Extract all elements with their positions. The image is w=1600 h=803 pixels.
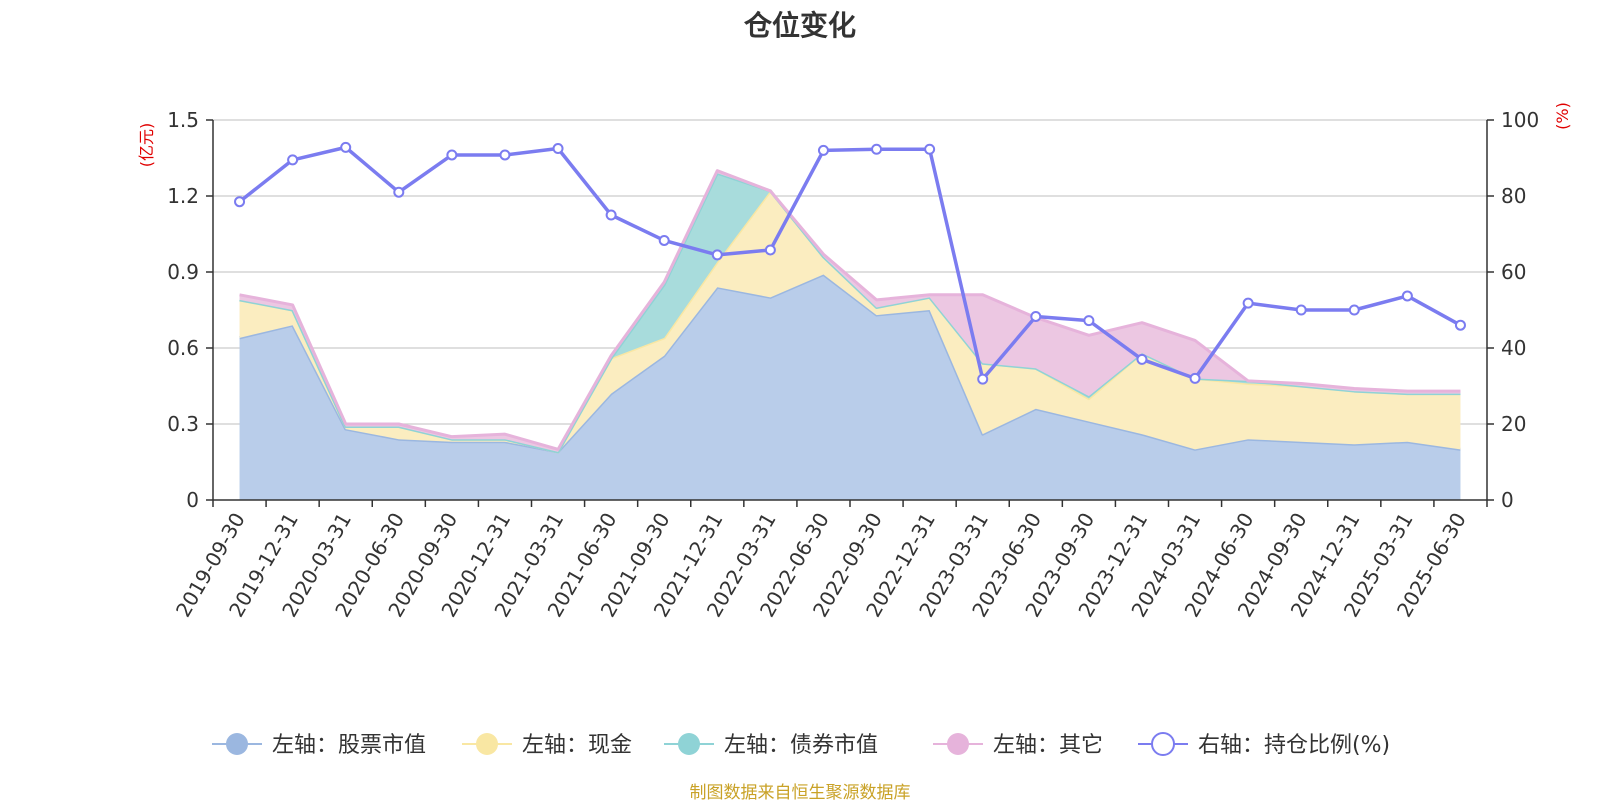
left-tick-label: 0.3	[167, 412, 199, 436]
legend-label-cash: 左轴：现金	[522, 733, 632, 758]
legend-label-other: 左轴：其它	[993, 733, 1103, 758]
right-tick-label: 0	[1501, 488, 1514, 512]
ratio-point	[1189, 372, 1201, 384]
ratio-point	[552, 143, 564, 154]
right-tick-label: 40	[1501, 336, 1526, 360]
legend-marker-cash	[476, 733, 498, 755]
legend-marker-stock	[226, 733, 248, 755]
left-tick-label: 0	[186, 488, 199, 512]
legend-label-bond: 左轴：债券市值	[724, 733, 878, 758]
legend-marker-other	[947, 733, 969, 755]
area-line-other	[239, 169, 1461, 451]
right-tick-label: 100	[1501, 108, 1539, 132]
chart-title: 仓位变化	[743, 9, 856, 42]
left-tick-label: 0.6	[167, 336, 199, 360]
ratio-point	[764, 244, 776, 256]
ratio-point	[499, 149, 511, 161]
area-stock	[239, 274, 1461, 500]
ratio-point	[817, 144, 829, 156]
legend-marker-bond	[678, 733, 700, 755]
left-tick-label: 0.9	[167, 260, 199, 284]
left-tick-label: 1.5	[167, 108, 199, 132]
ratio-point	[1401, 290, 1413, 302]
area-cash	[239, 190, 1461, 452]
ratio-point	[1242, 297, 1254, 309]
ratio-point	[393, 186, 405, 198]
ratio-point	[658, 234, 670, 246]
ratio-point	[1348, 304, 1360, 316]
ratio-point	[1454, 319, 1466, 331]
left-tick-label: 1.2	[167, 184, 199, 208]
right-tick-label: 60	[1501, 260, 1526, 284]
right-axis-unit: (%)	[1553, 102, 1572, 130]
legend-label-ratio: 右轴：持仓比例(%)	[1198, 733, 1390, 758]
right-tick-label: 80	[1501, 184, 1526, 208]
ratio-point	[871, 143, 883, 155]
ratio-point	[340, 141, 352, 153]
ratio-point	[1136, 353, 1148, 365]
ratio-point	[924, 143, 936, 155]
stacked-areas	[239, 169, 1461, 500]
ratio-point	[287, 154, 299, 166]
ratio-point	[446, 149, 458, 161]
ratio-series-line	[238, 145, 1462, 381]
ratio-point	[711, 249, 723, 261]
legend-label-stock: 左轴：股票市值	[272, 733, 426, 758]
ratio-point	[1030, 310, 1042, 322]
left-axis-unit: (亿元)	[137, 123, 156, 168]
source-note: 制图数据来自恒生聚源数据库	[689, 783, 911, 803]
ratio-point	[977, 373, 989, 385]
right-tick-label: 20	[1501, 412, 1526, 436]
legend-marker-ratio	[1151, 732, 1175, 756]
legend: 左轴：股票市值 左轴：现金 左轴：债券市值 左轴：其它 右轴：持仓比例(%)	[212, 732, 1390, 758]
ratio-point	[1083, 315, 1095, 327]
ratio-line	[234, 141, 1466, 385]
ratio-point	[605, 209, 617, 221]
ratio-point	[234, 196, 246, 208]
ratio-point	[1295, 304, 1307, 316]
